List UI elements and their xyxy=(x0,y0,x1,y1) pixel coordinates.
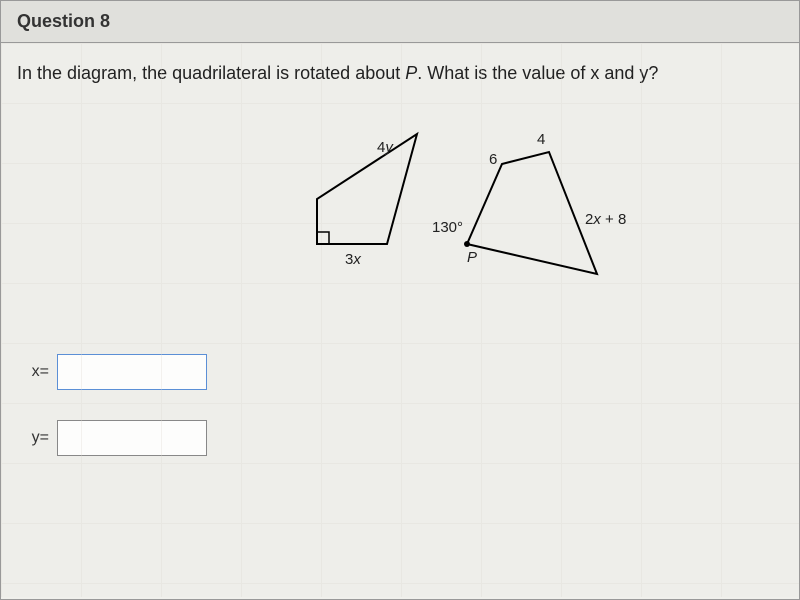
question-container: Question 8 In the diagram, the quadrilat… xyxy=(0,0,800,600)
label-2x-plus-8: 2x + 8 xyxy=(585,211,626,228)
quad-right xyxy=(467,152,597,274)
answer-row-y: y= xyxy=(17,420,783,456)
label-4y: 4y xyxy=(377,139,394,156)
diagram-area: 4y 3x 130° P 6 4 2x + 8 xyxy=(17,104,783,304)
right-angle-marker xyxy=(317,232,329,244)
point-p-dot xyxy=(464,241,470,247)
question-text-part2: . What is the value of x and y? xyxy=(417,63,658,83)
label-4: 4 xyxy=(537,131,545,148)
quad-left xyxy=(317,134,417,244)
label-130: 130° xyxy=(432,219,463,236)
diagram-svg: 4y 3x 130° P 6 4 2x + 8 xyxy=(277,104,677,304)
answer-input-x[interactable] xyxy=(57,354,207,390)
question-header: Question 8 xyxy=(1,1,799,43)
label-P: P xyxy=(467,249,477,266)
answer-row-x: x= xyxy=(17,354,783,390)
answer-rows: x= y= xyxy=(17,354,783,456)
question-text-P: P xyxy=(405,63,417,83)
answer-input-y[interactable] xyxy=(57,420,207,456)
answer-label-y: y= xyxy=(17,429,57,447)
question-title: Question 8 xyxy=(17,11,110,31)
question-body: In the diagram, the quadrilateral is rot… xyxy=(1,43,799,597)
label-3x: 3x xyxy=(345,251,361,268)
label-6: 6 xyxy=(489,151,497,168)
question-text: In the diagram, the quadrilateral is rot… xyxy=(17,63,783,84)
answer-label-x: x= xyxy=(17,363,57,381)
question-text-part1: In the diagram, the quadrilateral is rot… xyxy=(17,63,405,83)
